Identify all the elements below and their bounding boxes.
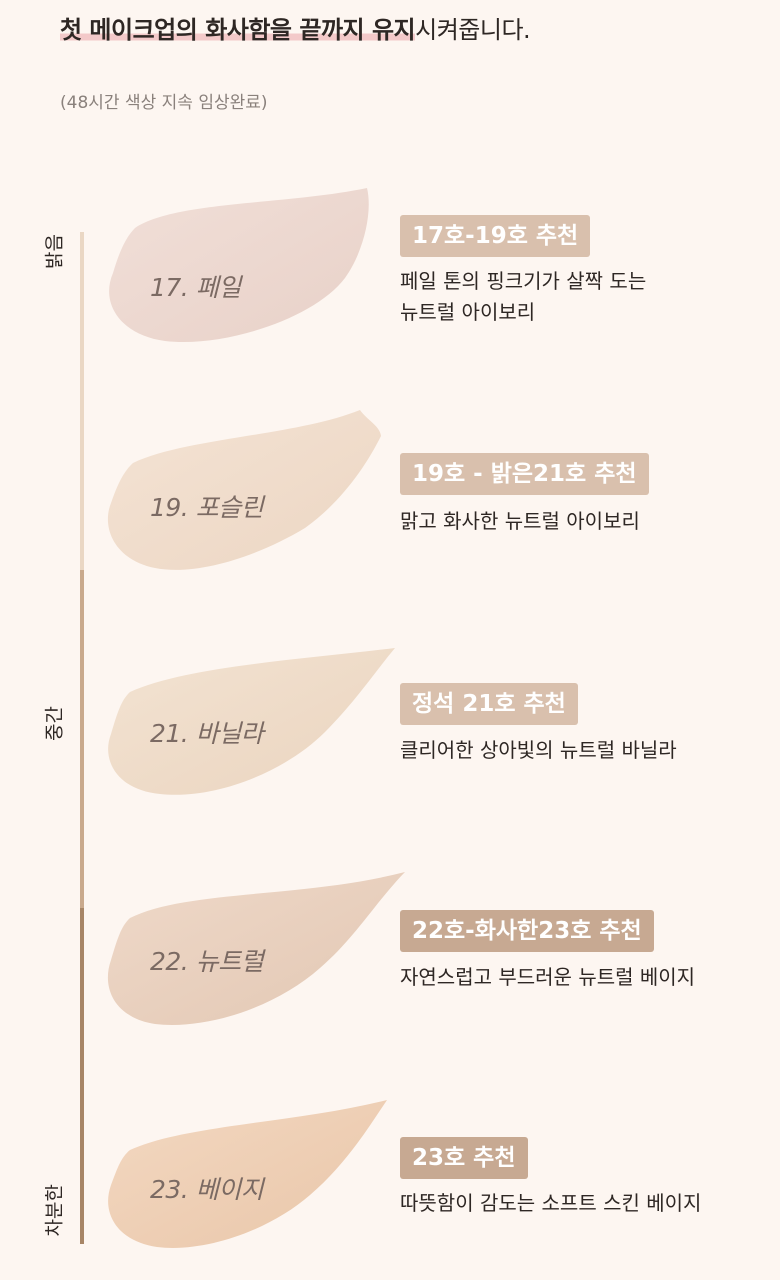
shade-badge-21: 정석 21호 추천 xyxy=(400,683,578,725)
shade-badge-17: 17호-19호 추천 xyxy=(400,215,591,257)
shade-name-19: 19. 포슬린 xyxy=(150,493,264,522)
shade-desc-17: 페일 톤의 핑크기가 살짝 도는 뉴트럴 아이보리 xyxy=(400,266,646,328)
shade-name-22: 22. 뉴트럴 xyxy=(150,947,264,976)
shade-desc-21: 클리어한 상아빛의 뉴트럴 바닐라 xyxy=(400,735,677,766)
swatch-23-smear xyxy=(108,1100,387,1248)
scale-bar-dark xyxy=(80,908,84,1244)
shade-badge-22: 22호-화사한23호 추천 xyxy=(400,910,654,952)
swatch-19-smear xyxy=(107,410,381,570)
swatch-21-smear xyxy=(108,648,395,795)
shade-desc-22: 자연스럽고 부드러운 뉴트럴 베이지 xyxy=(400,962,695,993)
headline-highlight: 첫 메이크업의 화사함을 끝까지 유지 xyxy=(60,16,416,44)
scale-label-medium: 중간 xyxy=(43,706,66,741)
swatch-22 xyxy=(105,868,405,1038)
swatch-23 xyxy=(105,1095,405,1265)
shade-desc-17-line2: 뉴트럴 아이보리 xyxy=(400,300,536,324)
swatch-17-smear xyxy=(109,188,369,343)
shade-badge-23: 23호 추천 xyxy=(400,1137,528,1179)
shade-name-21: 21. 바닐라 xyxy=(150,719,264,748)
shade-desc-17-line1: 페일 톤의 핑크기가 살짝 도는 xyxy=(400,269,647,293)
scale-bar-light xyxy=(80,232,84,570)
shade-desc-23-line1: 따뜻함이 감도는 소프트 스킨 베이지 xyxy=(400,1191,702,1215)
clinical-note: (48시간 색상 지속 임상완료) xyxy=(60,93,268,113)
shade-name-17: 17. 페일 xyxy=(150,273,241,302)
scale-bar-mid xyxy=(80,570,84,908)
headline-rest: 시켜줍니다. xyxy=(415,16,531,44)
swatch-21 xyxy=(105,642,405,812)
shade-desc-21-line1: 클리어한 상아빛의 뉴트럴 바닐라 xyxy=(400,738,677,762)
swatch-19 xyxy=(105,408,405,578)
swatch-17 xyxy=(105,183,405,353)
shade-desc-22-line1: 자연스럽고 부드러운 뉴트럴 베이지 xyxy=(400,965,696,989)
scale-label-bright: 밝음 xyxy=(43,234,66,269)
shade-badge-19: 19호 - 밝은21호 추천 xyxy=(400,453,649,495)
swatch-22-smear xyxy=(107,872,405,1025)
scale-label-deep: 차분한 xyxy=(43,1184,66,1237)
shade-name-23: 23. 베이지 xyxy=(150,1175,264,1204)
shade-desc-23: 따뜻함이 감도는 소프트 스킨 베이지 xyxy=(400,1188,701,1219)
shade-desc-19: 맑고 화사한 뉴트럴 아이보리 xyxy=(400,506,640,537)
shade-desc-19-line1: 맑고 화사한 뉴트럴 아이보리 xyxy=(400,509,640,533)
headline: 첫 메이크업의 화사함을 끝까지 유지시켜줍니다. xyxy=(60,10,531,45)
